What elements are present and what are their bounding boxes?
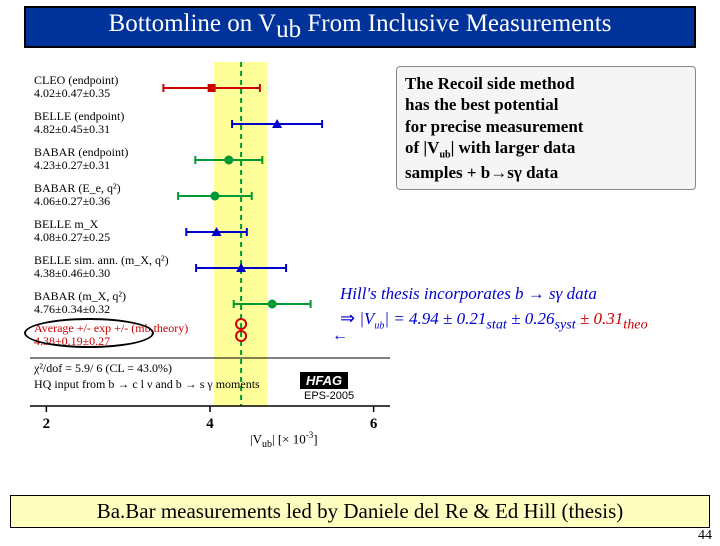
measurement-value: 4.23±0.27±0.31	[34, 159, 128, 172]
measurement-row: BABAR (endpoint)4.23±0.27±0.31	[34, 146, 128, 172]
hill-formula: ⇒ |Vub| = 4.94 ± 0.21stat ± 0.26syst ± 0…	[340, 308, 710, 333]
hfag-badge: HFAG	[300, 372, 348, 389]
measurement-row: BABAR (m_X, q²)4.76±0.34±0.32	[34, 290, 126, 316]
svg-text:2: 2	[43, 416, 51, 432]
title-sub: ub	[276, 16, 301, 43]
hill-text: Hill's thesis incorporates b → sγ data	[340, 284, 710, 304]
highlight-ellipse	[24, 318, 154, 348]
page-title: Bottomline on Vub From Inclusive Measure…	[109, 10, 612, 37]
svg-text:6: 6	[370, 416, 378, 432]
note-box: The Recoil side method has the best pote…	[396, 66, 696, 190]
measurement-row: BELLE sim. ann. (m_X, q²)4.38±0.46±0.30	[34, 254, 169, 280]
note-l5: samples + b→sγ data	[405, 162, 687, 183]
measurement-row: BELLE (endpoint)4.82±0.45±0.31	[34, 110, 124, 136]
eps-label: EPS-2005	[304, 390, 354, 402]
title-bar: Bottomline on Vub From Inclusive Measure…	[24, 6, 696, 48]
note-l2: has the best potential	[405, 94, 687, 115]
measurement-value: 4.82±0.45±0.31	[34, 123, 124, 136]
svg-text:4: 4	[206, 416, 214, 432]
measurement-row: CLEO (endpoint)4.02±0.47±0.35	[34, 74, 118, 100]
measurement-value: 4.76±0.34±0.32	[34, 303, 126, 316]
note-l3: for precise measurement	[405, 116, 687, 137]
note-l1: The Recoil side method	[405, 73, 687, 94]
arrow-icon: ⇒	[340, 308, 355, 328]
chi2-text: χ²/dof = 5.9/ 6 (CL = 43.0%)	[34, 362, 172, 375]
credits-bar: Ba.Bar measurements led by Daniele del R…	[10, 495, 710, 528]
title-pre: Bottomline on V	[109, 10, 277, 37]
note-l4: of |Vub| with larger data	[405, 137, 687, 162]
axis-label: |Vub| [× 10-3]	[250, 430, 318, 450]
page-number: 44	[698, 528, 712, 544]
title-post: From Inclusive Measurements	[301, 10, 611, 37]
chart-area: 246← CLEO (endpoint)4.02±0.47±0.35BELLE …	[30, 62, 390, 472]
hq-input-text: HQ input from b → c l ν and b → s γ mome…	[34, 378, 260, 391]
measurement-row: BABAR (E_e, q²)4.06±0.27±0.36	[34, 182, 121, 208]
measurement-value: 4.08±0.27±0.25	[34, 231, 110, 244]
measurement-value: 4.02±0.47±0.35	[34, 87, 118, 100]
hill-annotation: Hill's thesis incorporates b → sγ data ⇒…	[340, 284, 710, 333]
measurement-value: 4.38±0.46±0.30	[34, 267, 169, 280]
measurement-row: BELLE m_X4.08±0.27±0.25	[34, 218, 110, 244]
measurement-value: 4.06±0.27±0.36	[34, 195, 121, 208]
